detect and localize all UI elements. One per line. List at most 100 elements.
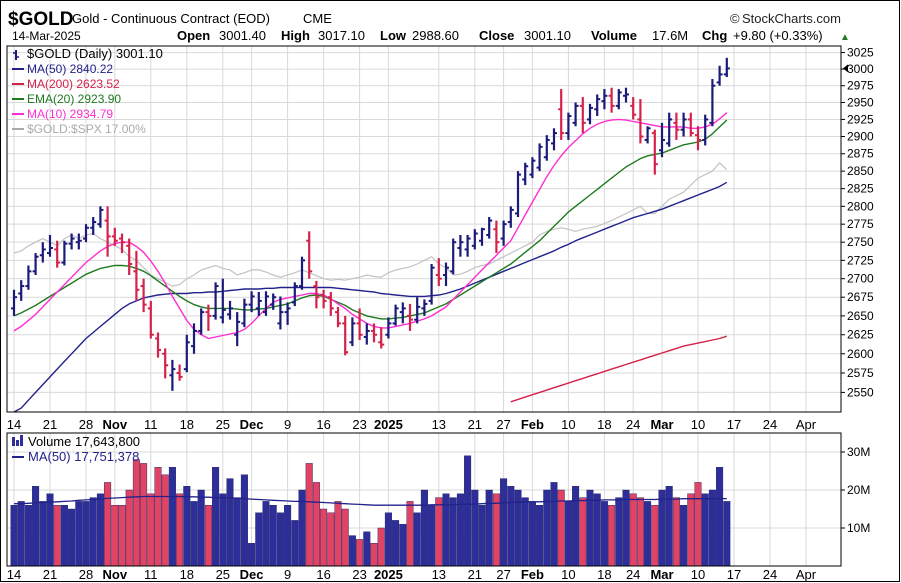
volume-bar (363, 531, 371, 567)
chart-date: 14-Mar-2025 (12, 29, 81, 43)
ohlc-bar (191, 323, 197, 354)
volume-xtick-label: Feb (521, 567, 544, 582)
ohlc-bar (255, 291, 262, 316)
ohlc-bar (335, 306, 341, 328)
ohlc-bar (205, 304, 212, 331)
ohlc-bar (183, 334, 190, 373)
ohlc-bar (428, 264, 435, 305)
price-xtick-label: 10 (691, 417, 705, 432)
price-xtick-label: 23 (352, 417, 366, 432)
ohlc-bar (356, 308, 363, 341)
ohlc-bar (479, 227, 485, 246)
price-xtick-label: 25 (216, 417, 230, 432)
volume-bar (586, 489, 594, 567)
volume-bar (593, 493, 601, 567)
price-xtick-label: 21 (468, 417, 482, 432)
price-xtick-label: 17 (727, 417, 741, 432)
volume-ytick-label: 30M (847, 445, 870, 459)
volume-bar (197, 489, 205, 567)
ohlc-bar (587, 103, 593, 125)
volume-bar (212, 467, 220, 567)
ohlc-bar (493, 220, 500, 254)
volume-bar (564, 501, 572, 567)
volume-ma50-line (14, 495, 727, 506)
volume-bar (428, 505, 436, 567)
symbol-label: $GOLD (8, 9, 73, 30)
ohlc-bar (623, 87, 629, 103)
ohlc-bar (198, 308, 205, 335)
volume-bar (528, 501, 536, 567)
low-value: 2988.60 (412, 28, 459, 43)
price-ytick-label: 2725 (847, 253, 874, 267)
volume-bar (392, 520, 400, 567)
ohlc-bar (407, 303, 413, 331)
volume-bar (305, 463, 313, 567)
volume-bar (471, 489, 479, 567)
ohlc-bar (299, 256, 305, 290)
volume-bar (507, 486, 515, 567)
ohlc-bar (579, 97, 586, 134)
high-label: High (281, 28, 310, 43)
price-ytick-label: 2925 (847, 112, 874, 126)
volume-bar (550, 482, 558, 567)
volume-bar (125, 489, 133, 567)
ohlc-bar (306, 231, 313, 279)
price-xtick-label: 18 (180, 417, 194, 432)
volume-bar (694, 482, 702, 567)
instrument-name: Gold - Continuous Contract (EOD) (72, 11, 270, 26)
ohlc-bar (450, 238, 457, 275)
price-ytick-label: 2625 (847, 328, 874, 342)
volume-xtick-label: 18 (180, 567, 194, 582)
volume-bar (82, 501, 90, 567)
volume-bar (716, 467, 724, 567)
volume-bar (370, 543, 378, 567)
volume-bar (60, 505, 68, 567)
volume-bar (104, 482, 112, 567)
ohlc-bar (536, 143, 543, 172)
price-ytick-label: 2825 (847, 182, 874, 196)
ohlc-bar (615, 89, 622, 110)
volume-bar (312, 482, 320, 567)
ratio-line (13, 161, 728, 287)
ohlc-bar (18, 280, 25, 301)
ohlc-bar (399, 302, 406, 324)
ema20-line (13, 119, 728, 320)
price-ytick-label: 2800 (847, 199, 874, 213)
price-ytick-label: 2650 (847, 309, 874, 323)
volume-bar (600, 501, 608, 567)
ohlc-bar (644, 126, 651, 144)
volume-bar (75, 501, 83, 567)
volume-bar (183, 486, 191, 567)
volume-bar (615, 497, 623, 567)
ohlc-bar (608, 87, 615, 113)
price-ytick-label: 2700 (847, 272, 874, 286)
price-ytick-label: 3000 (847, 62, 874, 76)
volume-bar (665, 486, 673, 567)
volume-bar (46, 493, 54, 567)
volume-bar (622, 489, 630, 567)
price-xtick-label: Apr (796, 417, 817, 432)
legend-entry: MA(50) 2840.22 (27, 62, 113, 76)
volume-xtick-label: 14 (7, 567, 21, 582)
price-ytick-label: 2850 (847, 164, 874, 178)
ohlc-bar (176, 364, 183, 381)
ohlc-bar (119, 233, 125, 254)
ohlc-bar (371, 323, 377, 343)
volume-bar (377, 527, 385, 567)
volume-xtick-label: 25 (216, 567, 230, 582)
volume-ma-line (14, 495, 727, 506)
ohlc-bar (421, 299, 428, 316)
price-xtick-label: 11 (144, 417, 158, 432)
ohlc-bar (543, 135, 550, 161)
ohlc-bar (212, 282, 219, 320)
ohlc-bar (378, 327, 385, 349)
volume-panel-frame (6, 432, 842, 567)
volume-bar (406, 501, 414, 567)
high-value: 3017.10 (318, 28, 365, 43)
ohlc-bar (47, 234, 53, 257)
volume-xtick-label: 17 (727, 567, 741, 582)
volume-value: 17.6M (652, 28, 688, 43)
volume-xtick-label: 24 (626, 567, 640, 582)
volume-bar (89, 497, 97, 567)
